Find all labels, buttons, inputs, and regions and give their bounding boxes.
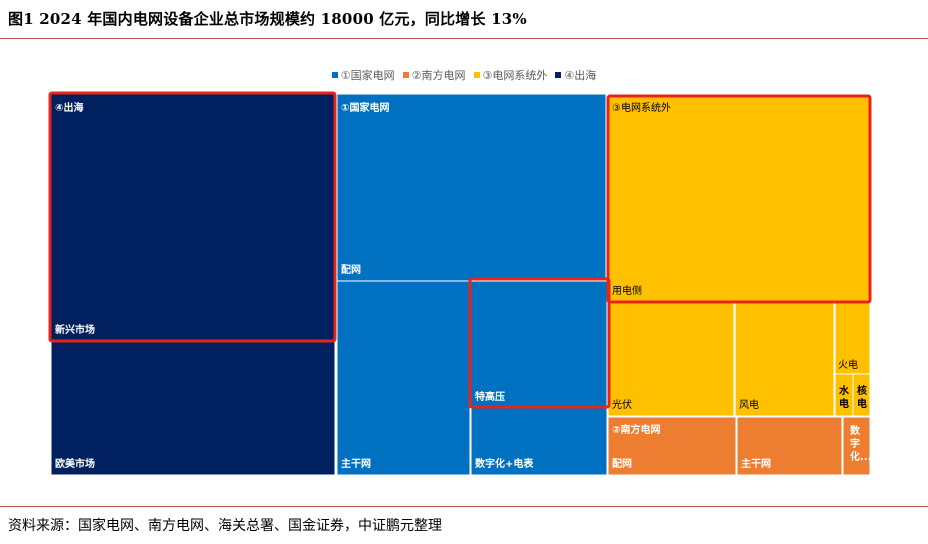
legend-item: ①国家电网 [331, 67, 395, 83]
legend-label: ③电网系统外 [482, 69, 548, 82]
treemap-group-label: ③电网系统外 [612, 101, 671, 114]
treemap-cell [736, 416, 843, 476]
treemap-cell [470, 280, 608, 409]
treemap-cell [834, 301, 871, 375]
treemap-cell [50, 340, 336, 476]
legend-swatch [555, 72, 562, 78]
legend-swatch [331, 72, 338, 78]
treemap-cell-label: 风电 [739, 398, 759, 411]
legend-label: ②南方电网 [411, 69, 466, 82]
legend-swatch [402, 72, 409, 78]
legend-label: ①国家电网 [340, 69, 395, 82]
treemap-cell [336, 93, 607, 282]
treemap-cell-label: 欧美市场 [55, 457, 95, 470]
legend-item: ④出海 [555, 67, 596, 83]
treemap-group-label: ④出海 [55, 101, 83, 114]
treemap-cell [607, 416, 737, 476]
treemap-cell-label: 主干网 [341, 457, 371, 470]
treemap-cell-label: 数字化+电表 [475, 457, 534, 470]
treemap-cell [607, 93, 871, 303]
treemap-cell [852, 373, 871, 417]
highlight-frame [468, 277, 611, 409]
treemap-cell-label: 主干网 [741, 457, 771, 470]
legend-item: ②南方电网 [402, 67, 466, 83]
treemap-cell-label: 数字化... [850, 424, 871, 463]
treemap-cell [336, 280, 471, 476]
chart-legend: ①国家电网 ②南方电网 ③电网系统外 ④出海 [0, 67, 928, 83]
treemap-cell-label: 水电 [838, 384, 850, 410]
treemap-cell [607, 301, 735, 417]
treemap-cell-label: 用电侧 [612, 284, 642, 297]
treemap-cell-label: 配网 [612, 458, 632, 470]
top-rule [0, 38, 928, 39]
treemap-cell-label: 新兴市场 [55, 323, 95, 336]
treemap-group-label: ②南方电网 [612, 423, 660, 436]
treemap-group-label: ①国家电网 [341, 101, 389, 114]
treemap-cell [50, 93, 336, 342]
treemap-cell-label: 配网 [341, 264, 361, 276]
legend-label: ④出海 [564, 69, 597, 82]
legend-item: ③电网系统外 [473, 67, 548, 83]
bottom-rule [0, 506, 928, 507]
treemap-cell-label: 核电 [857, 384, 867, 410]
highlight-frame [48, 91, 337, 343]
treemap-cell-label: 光伏 [612, 398, 632, 411]
legend-swatch [473, 72, 480, 78]
treemap-cell-label: 特高压 [475, 390, 505, 403]
treemap-cell-label: 火电 [838, 358, 858, 371]
figure-title: 图1 2024 年国内电网设备企业总市场规模约 18000 亿元，同比增长 13… [8, 10, 527, 28]
treemap-cell [734, 301, 835, 417]
source-note: 资料来源：国家电网、南方电网、海关总署、国金证券，中证鹏元整理 [8, 518, 442, 534]
highlight-frame [606, 94, 872, 304]
treemap-cell [842, 416, 871, 476]
